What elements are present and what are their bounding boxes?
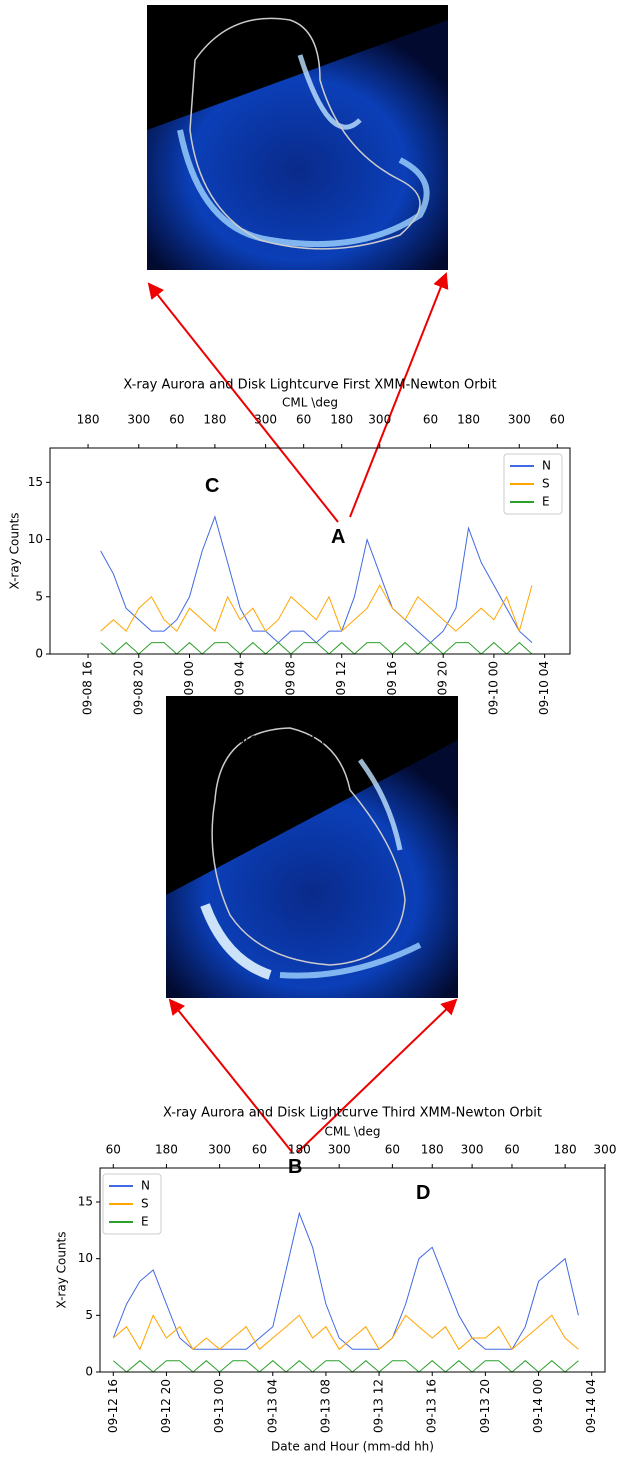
x-tick-label: 09-14 04 — [584, 1379, 598, 1433]
y-tick-label: 15 — [78, 1195, 93, 1209]
x-tick-label: 09-13 20 — [478, 1379, 492, 1433]
x-tick-label: 09-09 04 — [233, 661, 247, 715]
x-tick-label: 09-10 04 — [537, 661, 551, 715]
x2-tick-label: 300 — [508, 413, 531, 427]
x2-tick-label: 300 — [208, 1143, 231, 1157]
x-tick-label: 09-13 12 — [372, 1379, 386, 1433]
x-tick-label: 09-08 16 — [81, 661, 95, 715]
legend-label: E — [542, 495, 550, 509]
x2-tick-label: 60 — [252, 1143, 267, 1157]
x-tick-label: 09-09 12 — [334, 661, 348, 715]
x2-tick-label: 60 — [169, 413, 184, 427]
x-tick-label: 09-09 08 — [283, 661, 297, 715]
plot-frame — [49, 447, 571, 655]
x-tick-label: 09-14 00 — [531, 1379, 545, 1433]
x2-tick-label: 300 — [328, 1143, 351, 1157]
series-line — [112, 1314, 579, 1351]
y-tick-label: 0 — [35, 647, 43, 661]
x-axis-label: Date and Hour (mm-dd hh) — [271, 1440, 434, 1454]
annotation: C — [205, 475, 219, 497]
y-axis-label: X-ray Counts — [55, 1231, 69, 1308]
x-tick-label: 09-10 00 — [486, 661, 500, 715]
x2-tick-label: 60 — [423, 413, 438, 427]
x-tick-label: 09-13 08 — [318, 1379, 332, 1433]
aurora-image — [166, 696, 458, 998]
series-line — [100, 515, 533, 644]
x2-tick-label: 300 — [368, 413, 391, 427]
x-tick-label: 09-09 00 — [182, 661, 196, 715]
chart-title: X-ray Aurora and Disk Lightcurve First X… — [123, 378, 496, 393]
x2-tick-label: 180 — [77, 413, 100, 427]
annotation: D — [416, 1182, 430, 1204]
x-tick-label: 09-13 04 — [265, 1379, 279, 1433]
chart-title: X-ray Aurora and Disk Lightcurve Third X… — [163, 1106, 542, 1121]
x2-tick-label: 300 — [461, 1143, 484, 1157]
x2-tick-label: 60 — [504, 1143, 519, 1157]
x-axis-label: Date and Hour (mm-dd hh) — [229, 732, 392, 746]
plot-frame — [99, 1167, 606, 1373]
x2-tick-label: 300 — [254, 413, 277, 427]
annotation: B — [288, 1156, 302, 1178]
y-axis-label: X-ray Counts — [8, 512, 22, 589]
legend: NSE — [503, 453, 563, 515]
annotation: A — [331, 526, 345, 548]
x-tick-label: 09-12 16 — [106, 1379, 120, 1433]
series-line — [100, 584, 533, 633]
x-tick-label: 09-13 00 — [212, 1379, 226, 1433]
legend-label: S — [141, 1197, 149, 1211]
x2-tick-label: 180 — [421, 1143, 444, 1157]
x-tick-label: 09-09 16 — [385, 661, 399, 715]
x2-tick-label: 60 — [385, 1143, 400, 1157]
x-tick-label: 09-08 20 — [131, 661, 145, 715]
y-tick-label: 0 — [85, 1365, 93, 1379]
y-tick-label: 15 — [28, 475, 43, 489]
x2-tick-label: 180 — [288, 1143, 311, 1157]
x2-tick-label: 60 — [296, 413, 311, 427]
aurora-image — [147, 5, 448, 270]
y-tick-label: 10 — [78, 1251, 93, 1265]
x2-tick-label: 60 — [106, 1143, 121, 1157]
x-tick-label: 09-12 20 — [159, 1379, 173, 1433]
x2-tick-label: 180 — [330, 413, 353, 427]
y-tick-label: 5 — [85, 1308, 93, 1322]
legend-label: N — [542, 459, 551, 473]
y-tick-label: 5 — [35, 589, 43, 603]
x2-axis-label: CML \deg — [282, 396, 338, 410]
arrows — [147, 272, 458, 1153]
x2-tick-label: 180 — [155, 1143, 178, 1157]
series-line — [112, 1360, 579, 1373]
x-tick-label: 09-09 20 — [436, 661, 450, 715]
series-line — [100, 641, 533, 655]
y-tick-label: 10 — [28, 532, 43, 546]
x2-axis-label: CML \deg — [325, 1125, 381, 1139]
series-line — [112, 1211, 579, 1350]
x-tick-label: 09-13 16 — [425, 1379, 439, 1433]
legend-label: E — [141, 1215, 149, 1229]
legend-label: N — [141, 1179, 150, 1193]
x2-tick-label: 180 — [457, 413, 480, 427]
x2-tick-label: 180 — [554, 1143, 577, 1157]
x2-tick-label: 300 — [127, 413, 150, 427]
x2-tick-label: 60 — [550, 413, 565, 427]
legend-label: S — [542, 477, 550, 491]
legend: NSE — [102, 1173, 162, 1235]
x2-tick-label: 180 — [203, 413, 226, 427]
x2-tick-label: 300 — [594, 1143, 617, 1157]
